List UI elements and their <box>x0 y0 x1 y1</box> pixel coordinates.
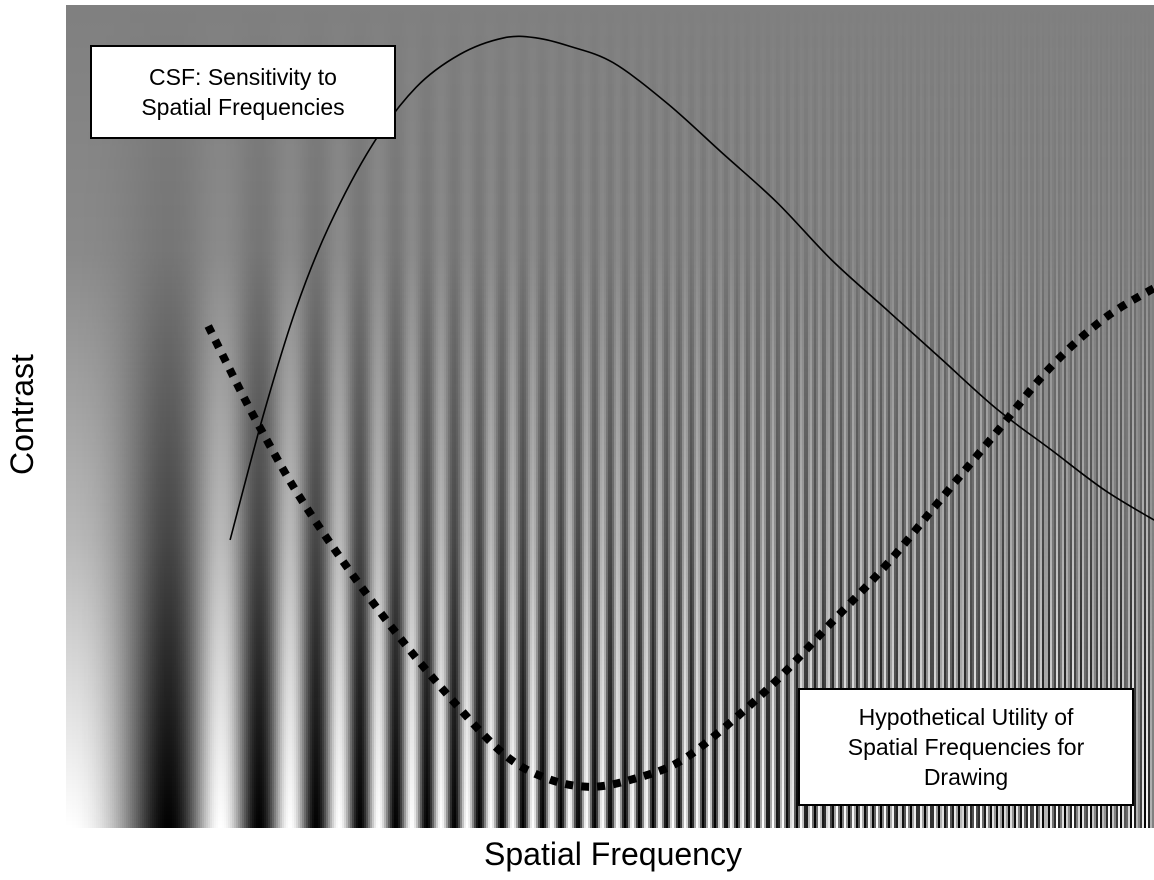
curve-layer <box>204 35 1154 791</box>
y-axis-label: Contrast <box>4 354 40 475</box>
grating-stripes <box>66 5 1154 828</box>
utility-annotation-line-3: Drawing <box>923 764 1009 790</box>
utility-annotation-line-2: Spatial Frequencies for <box>847 734 1085 760</box>
csf-curve <box>229 35 1154 541</box>
utility-annotation-line-1: Hypothetical Utility of <box>858 704 1074 730</box>
csf-annotation-box: CSF: Sensitivity to Spatial Frequencies <box>90 45 396 139</box>
grating-background <box>66 5 1154 828</box>
utility-curve <box>204 283 1154 791</box>
x-axis-label: Spatial Frequency <box>484 836 742 872</box>
csf-annotation-line-2: Spatial Frequencies <box>141 94 345 120</box>
utility-annotation-box: Hypothetical Utility of Spatial Frequenc… <box>798 688 1134 806</box>
csf-annotation-line-1: CSF: Sensitivity to <box>149 64 337 90</box>
